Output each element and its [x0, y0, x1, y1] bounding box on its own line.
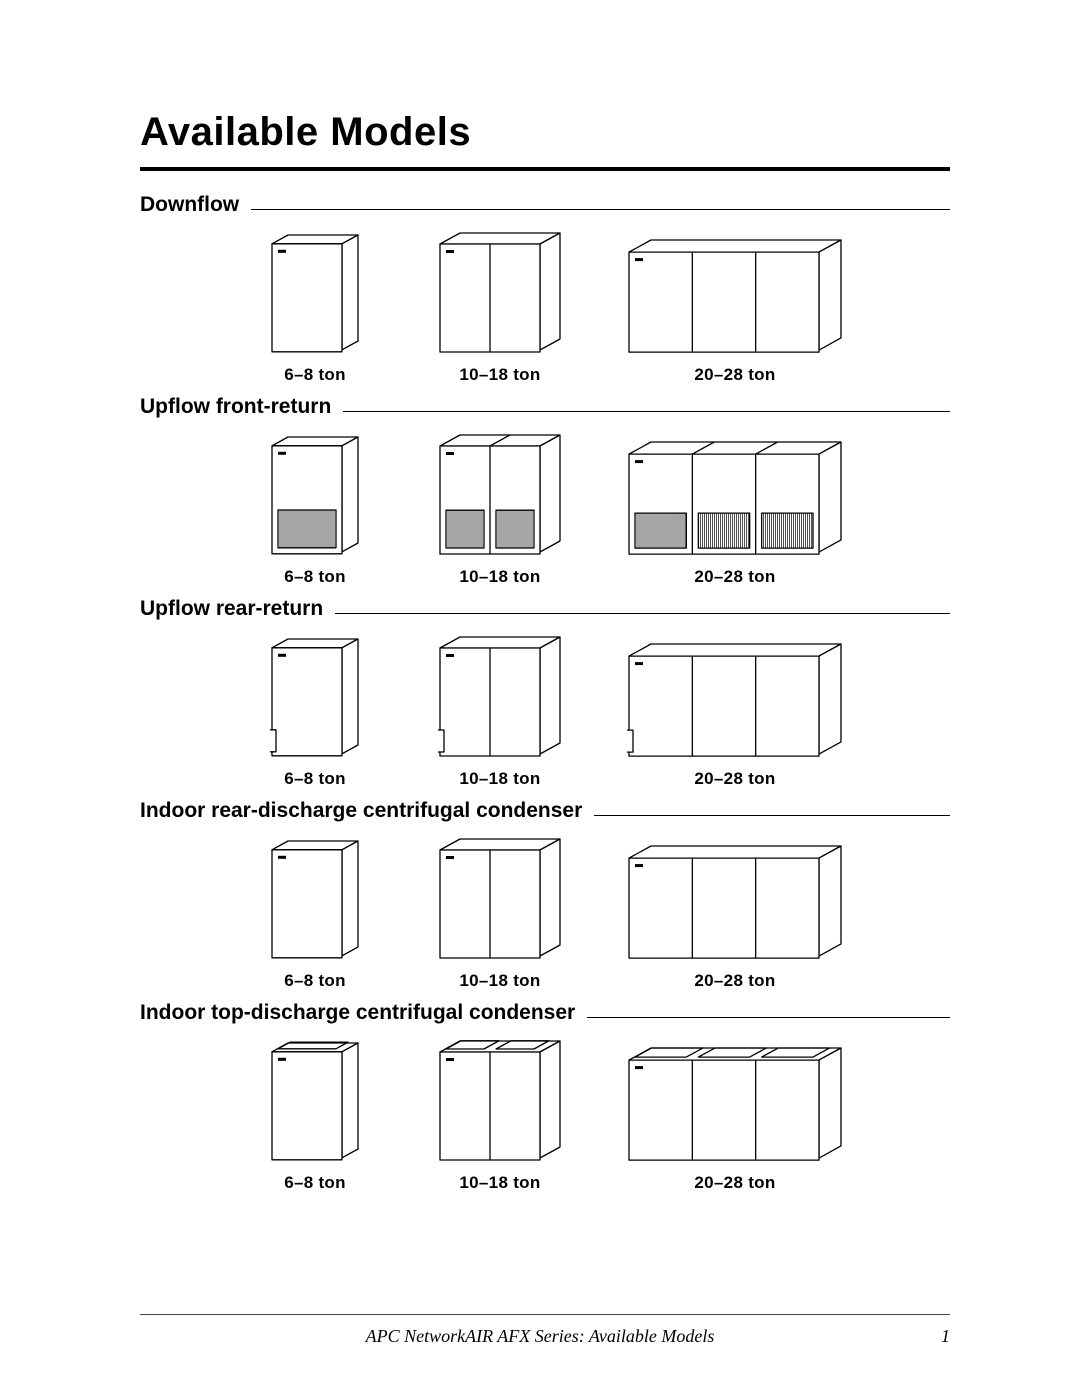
model-large: 20–28 ton: [600, 440, 870, 587]
model-small: 6–8 ton: [230, 1041, 400, 1193]
model-label: 20–28 ton: [600, 769, 870, 789]
section-title: Indoor rear-discharge centrifugal conden…: [140, 799, 582, 823]
cabinet-diagram-icon: [270, 233, 360, 355]
section-upflow_front: Upflow front-return 6–8 ton10–18 ton20–28…: [140, 395, 950, 587]
model-label: 6–8 ton: [230, 365, 400, 385]
model-medium: 10–18 ton: [400, 433, 600, 587]
models-row: 6–8 ton10–18 ton20–28 ton: [140, 433, 950, 587]
cabinet-diagram-icon: [270, 637, 360, 759]
models-row: 6–8 ton10–18 ton20–28 ton: [140, 231, 950, 385]
model-label: 10–18 ton: [400, 365, 600, 385]
footer-text: APC NetworkAIR AFX Series: Available Mod…: [0, 1326, 1080, 1347]
footer-rule: [140, 1314, 950, 1315]
models-row: 6–8 ton10–18 ton20–28 ton: [140, 837, 950, 991]
cabinet-diagram-icon: [438, 433, 562, 557]
section-upflow_rear: Upflow rear-return 6–8 ton10–18 ton20–28 …: [140, 597, 950, 789]
model-small: 6–8 ton: [230, 233, 400, 385]
section-rule: [594, 815, 950, 816]
cabinet-diagram-icon: [438, 1039, 562, 1163]
model-label: 20–28 ton: [600, 567, 870, 587]
title-rule: [140, 167, 950, 171]
cabinet-diagram-icon: [270, 435, 360, 557]
cabinet-diagram-icon: [627, 844, 843, 961]
model-large: 20–28 ton: [600, 642, 870, 789]
section-indoor_top: Indoor top-discharge centrifugal condens…: [140, 1001, 950, 1193]
page-title: Available Models: [140, 110, 950, 155]
section-downflow: Downflow 6–8 ton10–18 ton20–28 ton: [140, 193, 950, 385]
section-rule: [251, 209, 950, 210]
model-medium: 10–18 ton: [400, 635, 600, 789]
section-header: Indoor rear-discharge centrifugal conden…: [140, 799, 950, 823]
cabinet-diagram-icon: [270, 1041, 360, 1163]
cabinet-diagram-icon: [438, 635, 562, 759]
models-row: 6–8 ton10–18 ton20–28 ton: [140, 635, 950, 789]
cabinet-diagram-icon: [438, 837, 562, 961]
model-label: 10–18 ton: [400, 1173, 600, 1193]
model-label: 10–18 ton: [400, 769, 600, 789]
model-large: 20–28 ton: [600, 238, 870, 385]
section-header: Indoor top-discharge centrifugal condens…: [140, 1001, 950, 1025]
section-title: Upflow front-return: [140, 395, 331, 419]
section-title: Downflow: [140, 193, 239, 217]
section-header: Upflow rear-return: [140, 597, 950, 621]
model-large: 20–28 ton: [600, 844, 870, 991]
section-header: Downflow: [140, 193, 950, 217]
page-number: 1: [941, 1326, 950, 1347]
model-label: 10–18 ton: [400, 567, 600, 587]
model-medium: 10–18 ton: [400, 1039, 600, 1193]
model-label: 6–8 ton: [230, 567, 400, 587]
cabinet-diagram-icon: [438, 231, 562, 355]
model-small: 6–8 ton: [230, 435, 400, 587]
model-small: 6–8 ton: [230, 637, 400, 789]
section-rule: [343, 411, 950, 412]
section-indoor_rear: Indoor rear-discharge centrifugal conden…: [140, 799, 950, 991]
model-label: 6–8 ton: [230, 971, 400, 991]
cabinet-diagram-icon: [627, 440, 843, 557]
cabinet-diagram-icon: [627, 238, 843, 355]
section-rule: [335, 613, 950, 614]
section-title: Upflow rear-return: [140, 597, 323, 621]
model-medium: 10–18 ton: [400, 231, 600, 385]
model-label: 20–28 ton: [600, 1173, 870, 1193]
model-label: 20–28 ton: [600, 365, 870, 385]
model-label: 20–28 ton: [600, 971, 870, 991]
section-header: Upflow front-return: [140, 395, 950, 419]
cabinet-diagram-icon: [270, 839, 360, 961]
cabinet-diagram-icon: [627, 642, 843, 759]
model-label: 10–18 ton: [400, 971, 600, 991]
model-label: 6–8 ton: [230, 769, 400, 789]
cabinet-diagram-icon: [627, 1046, 843, 1163]
section-title: Indoor top-discharge centrifugal condens…: [140, 1001, 575, 1025]
model-large: 20–28 ton: [600, 1046, 870, 1193]
models-row: 6–8 ton10–18 ton20–28 ton: [140, 1039, 950, 1193]
model-label: 6–8 ton: [230, 1173, 400, 1193]
section-rule: [587, 1017, 950, 1018]
model-small: 6–8 ton: [230, 839, 400, 991]
model-medium: 10–18 ton: [400, 837, 600, 991]
